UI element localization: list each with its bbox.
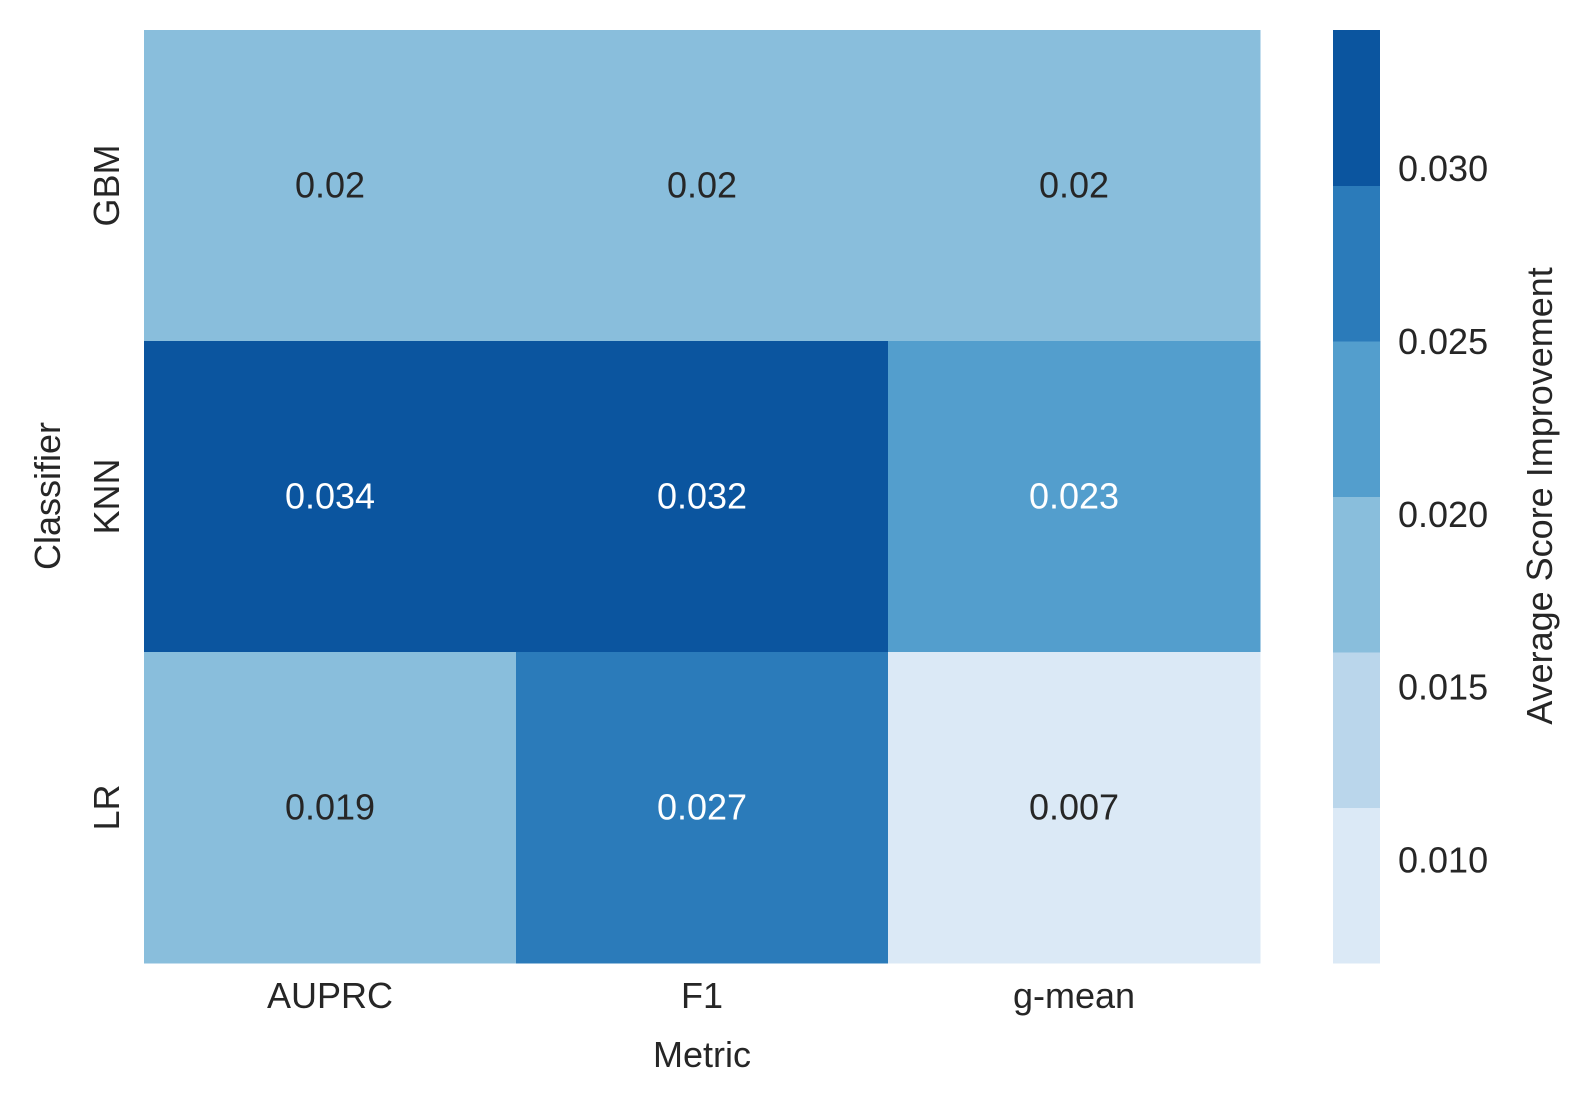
colorbar-label: Average Score Improvement [1519,267,1560,725]
heatmap-cell-LR-g-mean [888,652,1261,964]
heatmap-cell-GBM-F1 [516,30,889,342]
cell-value-label: 0.023 [1029,476,1119,517]
heatmap-cell-GBM-g-mean [888,30,1261,342]
cell-value-label: 0.034 [285,476,375,517]
x-tick-label: F1 [681,975,723,1016]
colorbar-bin [1333,30,1380,186]
y-tick-label: LR [86,784,127,830]
y-axis-ticks: GBM KNN LR [86,144,127,830]
heatmap-cell-labels: 0.02 0.02 0.02 0.034 0.032 0.023 0.019 0.027 0.0… [285,165,1119,828]
colorbar-tick-label: 0.010 [1398,839,1488,880]
x-tick-label: AUPRC [267,975,393,1016]
cell-value-label: 0.02 [295,165,365,206]
colorbar-bin [1333,341,1380,497]
y-tick-label: GBM [86,144,127,226]
colorbar-bin [1333,652,1380,808]
colorbar-bin [1333,496,1380,653]
cell-value-label: 0.019 [285,787,375,828]
colorbar-bin [1333,807,1380,964]
cell-value-label: 0.027 [657,787,747,828]
colorbar-tick-label: 0.020 [1398,494,1488,535]
colorbar [1333,30,1380,964]
heatmap-cell-GBM-AUPRC [144,30,517,342]
heatmap-cell-KNN-AUPRC [144,341,517,653]
x-axis-label: Metric [653,1034,751,1075]
colorbar-ticks: 0.010 0.015 0.020 0.025 0.030 [1398,148,1488,880]
heatmap-cell-KNN-g-mean [888,341,1261,653]
x-axis-ticks: AUPRC F1 g-mean [267,975,1135,1016]
y-axis-label: Classifier [27,422,68,570]
cell-value-label: 0.032 [657,476,747,517]
heatmap-cell-KNN-F1 [516,341,889,653]
heatmap-cells [144,30,1261,964]
colorbar-tick-label: 0.025 [1398,321,1488,362]
y-tick-label: KNN [86,458,127,534]
heatmap-cell-LR-F1 [516,652,889,964]
cell-value-label: 0.007 [1029,787,1119,828]
heatmap-cell-LR-AUPRC [144,652,517,964]
cell-value-label: 0.02 [1039,165,1109,206]
cell-value-label: 0.02 [667,165,737,206]
colorbar-tick-label: 0.015 [1398,667,1488,708]
colorbar-tick-label: 0.030 [1398,148,1488,189]
x-tick-label: g-mean [1013,975,1135,1016]
colorbar-bin [1333,185,1380,342]
